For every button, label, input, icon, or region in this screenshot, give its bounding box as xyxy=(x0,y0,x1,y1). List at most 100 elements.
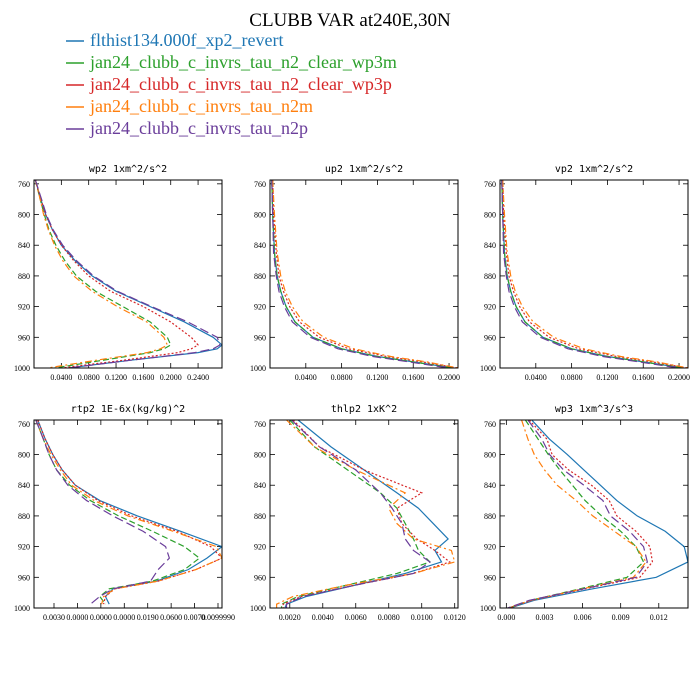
x-tick-label: 0.1200 xyxy=(105,373,127,382)
y-tick-label: 840 xyxy=(18,481,30,490)
x-tick-label: 0.1200 xyxy=(366,373,388,382)
x-tick-label: 0.0190 xyxy=(137,613,159,622)
series-line xyxy=(271,180,454,368)
legend-entry: jan24_clubb_c_invrs_tau_n2m xyxy=(89,96,313,116)
x-tick-label: 0.2000 xyxy=(160,373,182,382)
series-line xyxy=(507,420,649,608)
series-line xyxy=(35,420,222,605)
y-tick-label: 960 xyxy=(484,573,496,582)
plot-frame xyxy=(33,179,223,369)
plot-frame xyxy=(269,419,459,609)
x-tick-label: 0.2000 xyxy=(438,373,460,382)
series-group xyxy=(34,180,222,368)
y-tick-label: 760 xyxy=(18,180,30,189)
y-tick-label: 840 xyxy=(18,241,30,250)
y-tick-label: 960 xyxy=(254,573,266,582)
y-tick-label: 840 xyxy=(254,241,266,250)
series-line xyxy=(285,420,432,608)
y-tick-label: 760 xyxy=(484,180,496,189)
chart-panel: thlp2 1xK^2 760 800 840 880 920 960 1000 0.0020 0… xyxy=(250,404,466,622)
x-tick-label: 0.006 xyxy=(574,613,592,622)
series-group xyxy=(501,180,688,368)
x-tick-label: 0.0099990 xyxy=(201,613,235,622)
plot-frame xyxy=(269,179,459,369)
x-tick-label: 0.0800 xyxy=(561,373,583,382)
x-tick-label: 0.0800 xyxy=(331,373,353,382)
series-line xyxy=(502,180,688,368)
x-tick-label: 0.0020 xyxy=(279,613,301,622)
x-tick-label: 0.0400 xyxy=(50,373,72,382)
y-tick-label: 800 xyxy=(484,451,496,460)
series-group xyxy=(507,420,688,608)
x-tick-label: 0.0120 xyxy=(444,613,466,622)
x-tick-label: 0.1200 xyxy=(596,373,618,382)
x-tick-label: 0.2000 xyxy=(668,373,690,382)
x-tick-label: 0.2400 xyxy=(187,373,209,382)
y-tick-label: 800 xyxy=(254,451,266,460)
series-line xyxy=(509,420,688,608)
x-tick-label: 0.1600 xyxy=(402,373,424,382)
series-line xyxy=(508,420,654,608)
y-tick-label: 840 xyxy=(254,481,266,490)
chart-panel: wp3 1xm^3/s^3 760 800 840 880 920 960 10000.000… xyxy=(480,404,689,622)
series-line xyxy=(501,180,684,368)
series-line xyxy=(34,180,221,368)
series-line xyxy=(37,420,222,605)
legend: flthist134.000f_xp2_revertjan24_clubb_c_… xyxy=(66,30,397,138)
chart-panel: up2 1xm^2/s^2 760 800 840 880 920 960 1000 0.040… xyxy=(250,164,460,382)
y-tick-label: 1000 xyxy=(14,364,30,373)
panel-title: vp2 1xm^2/s^2 xyxy=(555,164,633,175)
x-tick-label: 0.0100 xyxy=(411,613,433,622)
y-tick-label: 800 xyxy=(484,211,496,220)
x-tick-label: 0.012 xyxy=(650,613,668,622)
y-tick-label: 840 xyxy=(484,241,496,250)
y-tick-label: 760 xyxy=(254,420,266,429)
x-tick-label: 0.003 xyxy=(535,613,553,622)
y-tick-label: 880 xyxy=(254,272,266,281)
series-line xyxy=(501,180,684,368)
x-tick-label: 0.0030 xyxy=(43,613,65,622)
y-tick-label: 800 xyxy=(18,211,30,220)
y-tick-label: 840 xyxy=(484,481,496,490)
y-tick-label: 920 xyxy=(484,543,496,552)
series-line xyxy=(501,180,680,368)
panel-title: up2 1xm^2/s^2 xyxy=(325,164,403,175)
series-line xyxy=(34,180,222,368)
series-group xyxy=(35,420,222,605)
x-tick-label: 0.000 xyxy=(497,613,515,622)
y-tick-label: 920 xyxy=(484,303,496,312)
series-line xyxy=(276,420,456,608)
y-tick-label: 960 xyxy=(484,333,496,342)
y-tick-label: 880 xyxy=(18,512,30,521)
y-tick-label: 1000 xyxy=(14,604,30,613)
legend-entry: jan24_clubb_c_invrs_tau_n2_clear_wp3p xyxy=(89,74,392,94)
series-group xyxy=(271,180,458,368)
series-line xyxy=(280,420,432,608)
chart-panels: wp2 1xm^2/s^2 760 800 840 880 920 960 1000 0.040… xyxy=(14,164,690,622)
x-tick-label: 0.0060 xyxy=(345,613,367,622)
y-tick-label: 960 xyxy=(18,333,30,342)
x-tick-label: 0.0000 xyxy=(113,613,135,622)
y-tick-label: 760 xyxy=(18,420,30,429)
series-line xyxy=(272,180,458,368)
x-tick-label: 0.0040 xyxy=(312,613,334,622)
series-line xyxy=(508,420,645,608)
y-tick-label: 920 xyxy=(254,543,266,552)
series-line xyxy=(272,180,458,368)
series-line xyxy=(502,180,688,368)
series-line xyxy=(37,420,222,605)
x-tick-label: 0.009 xyxy=(612,613,630,622)
y-tick-label: 1000 xyxy=(250,604,266,613)
x-tick-label: 0.0800 xyxy=(78,373,100,382)
y-tick-label: 760 xyxy=(484,420,496,429)
panel-title: wp2 1xm^2/s^2 xyxy=(89,164,167,175)
chart-panel: vp2 1xm^2/s^2 760 800 840 880 920 960 1000 0.040… xyxy=(480,164,690,382)
panel-title: rtp2 1E-6x(kg/kg)^2 xyxy=(71,404,185,415)
x-tick-label: 0.0400 xyxy=(295,373,317,382)
y-tick-label: 1000 xyxy=(480,604,496,613)
plot-frame xyxy=(499,419,689,609)
y-tick-label: 880 xyxy=(484,512,496,521)
x-tick-label: 0.0000 xyxy=(90,613,112,622)
series-line xyxy=(284,420,449,608)
chart-panel: rtp2 1E-6x(kg/kg)^2 760 800 840 880 920 960 100… xyxy=(14,404,235,622)
